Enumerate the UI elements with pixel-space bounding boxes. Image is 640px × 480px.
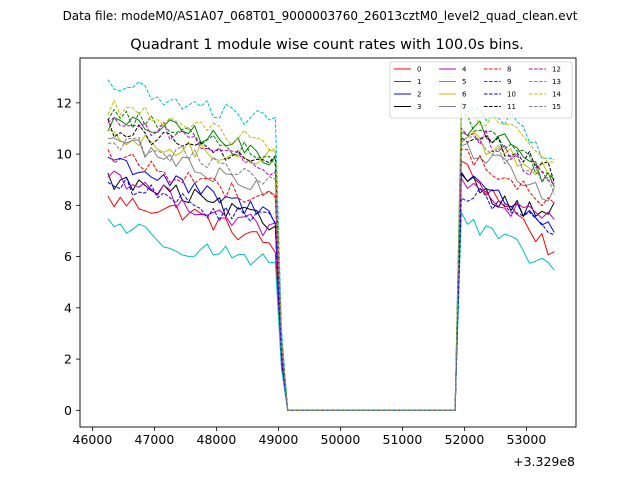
x-tick-label: 49000 bbox=[259, 432, 299, 447]
series-line-13 bbox=[107, 79, 555, 411]
series-line-1 bbox=[107, 116, 555, 411]
series-layer bbox=[107, 79, 555, 411]
legend-label-8: 8 bbox=[507, 66, 511, 74]
y-tick-label: 12 bbox=[56, 95, 72, 110]
legend-label-4: 4 bbox=[462, 66, 467, 74]
y-tick-label: 6 bbox=[64, 249, 72, 264]
x-tick-label: 47000 bbox=[135, 432, 175, 447]
series-line-10 bbox=[107, 177, 555, 411]
legend-label-3: 3 bbox=[417, 103, 421, 111]
series-line-15 bbox=[107, 136, 555, 411]
series-line-9 bbox=[107, 109, 555, 411]
legend-label-14: 14 bbox=[552, 91, 561, 99]
legend-label-7: 7 bbox=[462, 103, 466, 111]
plot-background bbox=[80, 58, 576, 427]
x-tick-label: 48000 bbox=[197, 432, 237, 447]
legend-label-13: 13 bbox=[552, 78, 561, 86]
plot-frame bbox=[79, 57, 577, 428]
y-tick-label: 4 bbox=[64, 300, 72, 315]
legend-label-2: 2 bbox=[417, 91, 421, 99]
legend-label-10: 10 bbox=[507, 91, 516, 99]
y-tick-label: 8 bbox=[64, 198, 72, 213]
x-tick-label: 50000 bbox=[321, 432, 361, 447]
series-line-8 bbox=[107, 148, 555, 411]
series-line-6 bbox=[107, 128, 555, 411]
x-tick-label: 46000 bbox=[73, 432, 113, 447]
y-tick-label: 10 bbox=[56, 147, 72, 162]
series-line-7 bbox=[107, 137, 555, 411]
axes-layer: 46000 47000 48000 49000 50000 51000 52000 53000… bbox=[56, 95, 546, 447]
legend-label-0: 0 bbox=[417, 66, 421, 74]
x-tick-label: 51000 bbox=[383, 432, 423, 447]
series-line-2 bbox=[107, 156, 555, 411]
x-offset-label: +3.329e8 bbox=[513, 454, 575, 469]
legend-label-1: 1 bbox=[417, 78, 421, 86]
series-line-11 bbox=[107, 118, 555, 411]
chart-title: Quadrant 1 module wise count rates with … bbox=[130, 37, 524, 53]
legend-label-5: 5 bbox=[462, 78, 466, 86]
x-tick-label: 52000 bbox=[445, 432, 485, 447]
legend-label-9: 9 bbox=[507, 78, 511, 86]
series-line-12 bbox=[107, 117, 555, 411]
series-line-5 bbox=[107, 211, 555, 411]
legend-frame bbox=[389, 61, 573, 119]
data-file-label: Data file: modeM0/AS1A07_068T01_90000037… bbox=[63, 9, 578, 23]
series-line-14 bbox=[107, 99, 555, 411]
y-tick-label: 0 bbox=[64, 403, 72, 418]
legend-label-15: 15 bbox=[552, 103, 561, 111]
legend-label-11: 11 bbox=[507, 103, 516, 111]
legend-label-12: 12 bbox=[552, 66, 561, 74]
legend-label-6: 6 bbox=[462, 91, 467, 99]
x-tick-label: 53000 bbox=[507, 432, 547, 447]
y-tick-label: 2 bbox=[64, 352, 72, 367]
series-line-0 bbox=[107, 160, 555, 411]
